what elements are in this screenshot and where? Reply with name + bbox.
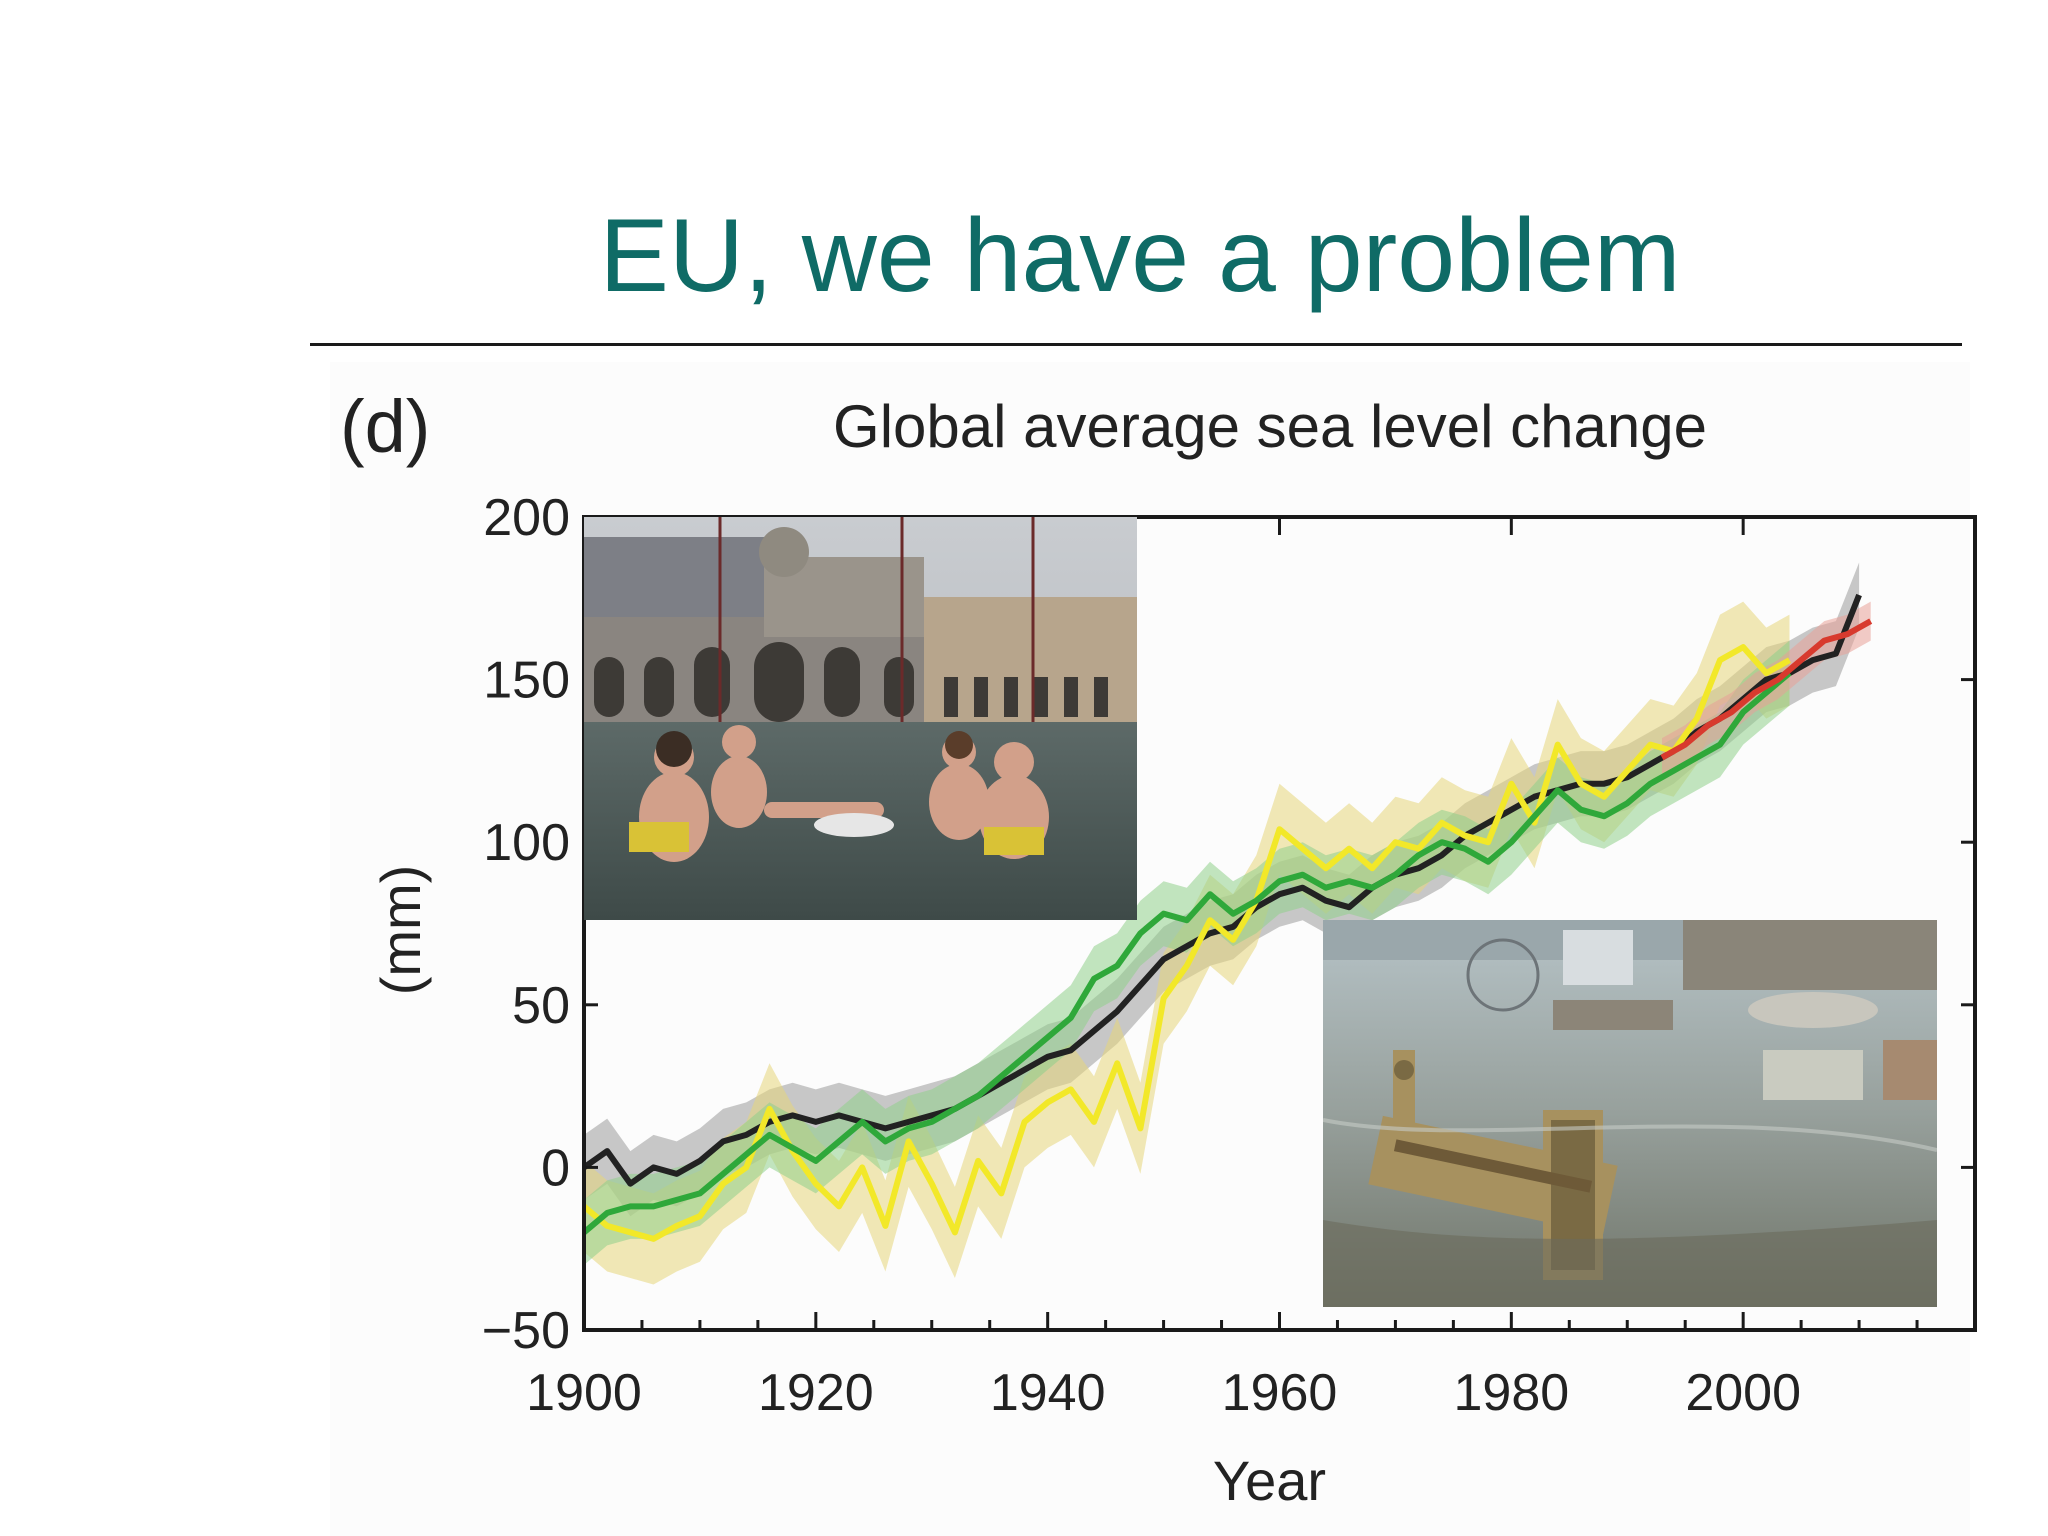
y-tick-label: 50 xyxy=(512,977,570,1035)
series-4-line xyxy=(1660,618,1873,761)
panel-label: (d) xyxy=(340,385,431,468)
x-tick-label: 1920 xyxy=(758,1364,874,1422)
london-flood-photo xyxy=(1323,920,1937,1307)
x-axis-label: Year xyxy=(1213,1449,1326,1512)
slide-title: EU, we have a problem xyxy=(599,198,1681,314)
x-tick-label: 1980 xyxy=(1453,1364,1569,1422)
title-divider xyxy=(310,343,1962,346)
x-tick-label: 1940 xyxy=(990,1364,1106,1422)
y-tick-label: 150 xyxy=(483,652,570,710)
x-tick-label: 2000 xyxy=(1685,1364,1801,1422)
series-3-uncertainty-band xyxy=(584,640,1790,1265)
y-tick-label: 100 xyxy=(483,814,570,872)
y-tick-label: −50 xyxy=(482,1302,570,1360)
y-tick-label: 200 xyxy=(483,489,570,547)
x-tick-label: 1900 xyxy=(526,1364,642,1422)
photo-flooded-city-icon xyxy=(1323,920,1937,1307)
series-3-line xyxy=(582,670,1792,1235)
axis-ticks xyxy=(582,515,1977,1332)
chart-title: Global average sea level change xyxy=(833,393,1707,460)
venice-flood-photo xyxy=(584,517,1137,920)
y-axis-label: (mm) xyxy=(369,865,432,996)
series-lines xyxy=(582,593,1873,1242)
x-tick-label: 1960 xyxy=(1222,1364,1338,1422)
axis-tick-labels: 1900 1920 1940 1960 1980 2000 −50 0 50 100 150 200 xyxy=(482,489,1801,1422)
y-tick-label: 0 xyxy=(541,1139,570,1197)
photo-flooded-square-icon xyxy=(584,517,1137,920)
series-2-line xyxy=(582,644,1791,1242)
